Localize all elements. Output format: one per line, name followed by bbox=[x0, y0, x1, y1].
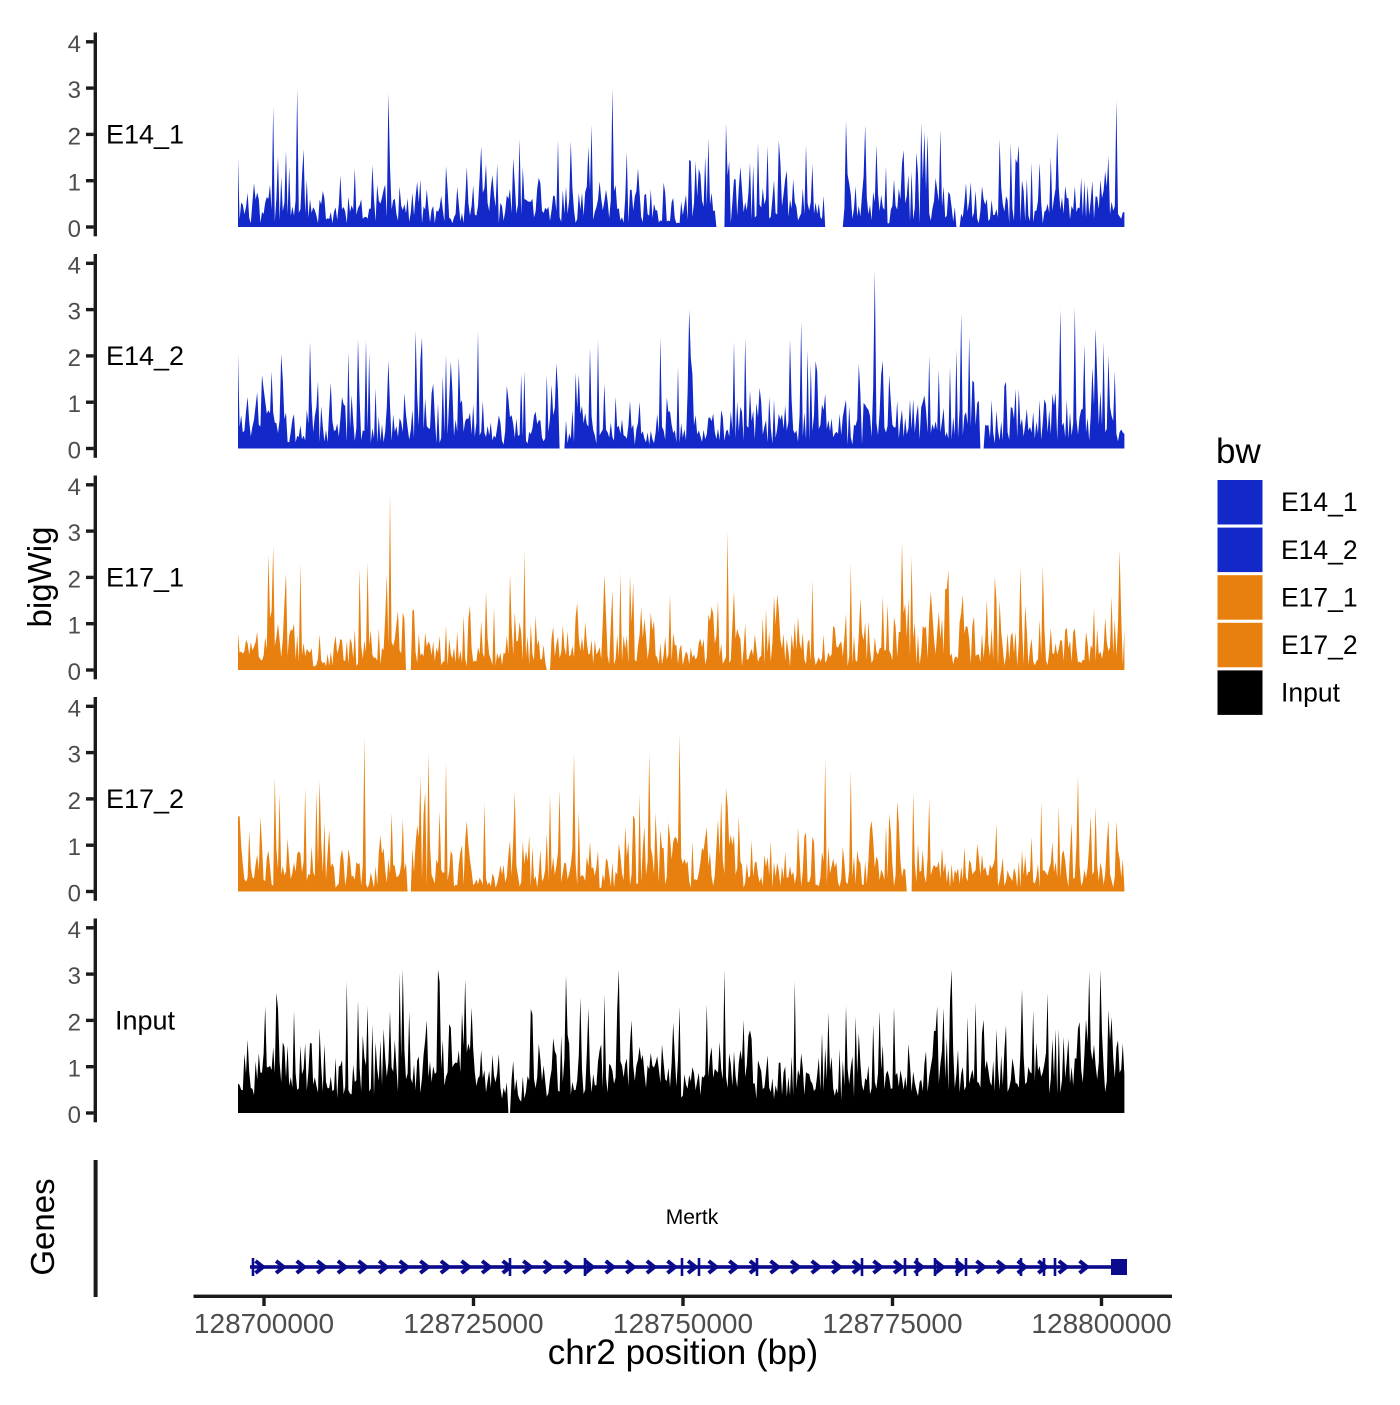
svg-text:2: 2 bbox=[68, 566, 81, 593]
svg-text:3: 3 bbox=[68, 963, 81, 990]
svg-text:E14_2: E14_2 bbox=[106, 341, 184, 371]
svg-text:E17_2: E17_2 bbox=[106, 784, 184, 814]
svg-text:4: 4 bbox=[68, 31, 81, 58]
svg-text:128750000: 128750000 bbox=[613, 1308, 753, 1339]
svg-text:Input: Input bbox=[115, 1005, 176, 1035]
svg-text:chr2 position (bp): chr2 position (bp) bbox=[548, 1333, 818, 1372]
svg-text:E17_2: E17_2 bbox=[1281, 630, 1358, 660]
svg-text:bigWig: bigWig bbox=[21, 527, 58, 628]
svg-text:1: 1 bbox=[68, 613, 81, 640]
svg-text:3: 3 bbox=[68, 77, 81, 104]
svg-text:0: 0 bbox=[68, 216, 81, 243]
svg-text:4: 4 bbox=[68, 252, 81, 279]
svg-text:3: 3 bbox=[68, 742, 81, 769]
svg-text:2: 2 bbox=[68, 1009, 81, 1036]
svg-text:128700000: 128700000 bbox=[194, 1308, 334, 1339]
svg-text:1: 1 bbox=[68, 170, 81, 197]
svg-text:E17_1: E17_1 bbox=[106, 562, 184, 592]
svg-text:1: 1 bbox=[68, 391, 81, 418]
svg-text:1: 1 bbox=[68, 834, 81, 861]
svg-text:3: 3 bbox=[68, 299, 81, 326]
svg-text:2: 2 bbox=[68, 345, 81, 372]
svg-text:128800000: 128800000 bbox=[1031, 1308, 1171, 1339]
svg-text:0: 0 bbox=[68, 659, 81, 686]
svg-text:1: 1 bbox=[68, 1056, 81, 1083]
svg-text:E14_1: E14_1 bbox=[106, 119, 184, 149]
svg-text:E14_1: E14_1 bbox=[1281, 487, 1358, 517]
svg-text:128725000: 128725000 bbox=[403, 1308, 543, 1339]
svg-text:3: 3 bbox=[68, 520, 81, 547]
svg-text:4: 4 bbox=[68, 474, 81, 501]
svg-text:0: 0 bbox=[68, 438, 81, 465]
svg-text:E14_2: E14_2 bbox=[1281, 535, 1358, 565]
svg-text:4: 4 bbox=[68, 917, 81, 944]
svg-text:2: 2 bbox=[68, 123, 81, 150]
svg-text:4: 4 bbox=[68, 695, 81, 722]
svg-text:E17_1: E17_1 bbox=[1281, 582, 1358, 612]
svg-text:Genes: Genes bbox=[24, 1178, 61, 1275]
svg-text:Input: Input bbox=[1281, 678, 1341, 708]
svg-text:0: 0 bbox=[68, 881, 81, 908]
svg-text:128775000: 128775000 bbox=[822, 1308, 962, 1339]
svg-text:Mertk: Mertk bbox=[666, 1206, 719, 1229]
svg-text:0: 0 bbox=[68, 1102, 81, 1129]
svg-text:2: 2 bbox=[68, 788, 81, 815]
svg-text:bw: bw bbox=[1216, 432, 1261, 471]
